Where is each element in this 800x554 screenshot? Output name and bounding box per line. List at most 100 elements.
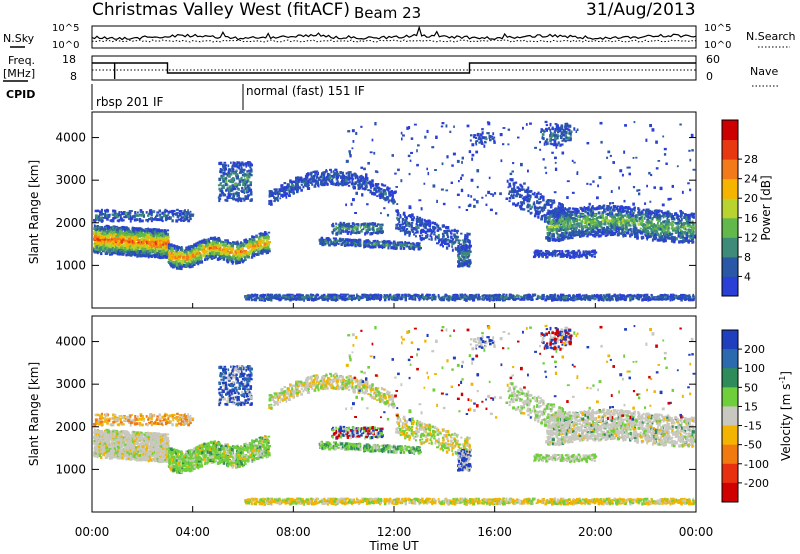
power-cell <box>233 161 236 165</box>
power-cell <box>119 230 123 234</box>
power-cell <box>250 163 253 167</box>
power-cell <box>386 196 389 198</box>
power-cell <box>425 222 429 225</box>
power-cell <box>324 181 327 185</box>
power-cell <box>200 260 204 264</box>
power-cell <box>457 265 460 268</box>
power-cell <box>241 179 244 182</box>
power-cell <box>107 226 110 230</box>
power-cell <box>116 241 120 245</box>
power-cell <box>178 212 182 217</box>
power-cell <box>224 251 228 255</box>
power-cell <box>139 209 143 212</box>
power-cell <box>201 246 204 250</box>
power-cell <box>137 228 140 232</box>
power-cell <box>319 175 322 179</box>
power-cell <box>253 240 256 244</box>
power-cell <box>187 245 191 249</box>
power-cell <box>181 260 185 263</box>
power-cell <box>189 253 192 256</box>
power-cell <box>415 226 418 229</box>
power-cell <box>247 161 249 164</box>
power-cell <box>147 214 150 217</box>
power-cell <box>220 240 223 244</box>
power-cell <box>241 260 244 264</box>
power-cell <box>399 243 403 247</box>
power-cell <box>175 245 179 248</box>
power-cell <box>165 244 169 247</box>
power-cell <box>224 167 227 171</box>
power-cell <box>447 242 450 245</box>
power-cell <box>426 228 429 232</box>
power-cell <box>138 213 142 216</box>
power-cell <box>461 246 464 249</box>
power-cell <box>106 252 109 255</box>
power-cell <box>263 248 266 252</box>
power-cell <box>231 179 234 183</box>
power-cell <box>145 211 148 214</box>
power-cell <box>425 234 428 237</box>
power-cell <box>116 251 120 254</box>
power-cell <box>155 240 159 243</box>
power-cell <box>512 202 515 206</box>
power-cell <box>157 231 160 234</box>
power-cell <box>219 241 222 244</box>
power-cell <box>314 184 316 187</box>
power-cell <box>95 245 98 249</box>
power-cell <box>215 240 218 243</box>
power-cell <box>220 190 223 194</box>
power-cell <box>212 242 215 246</box>
power-cell <box>105 235 109 239</box>
power-cell <box>97 236 100 239</box>
power-cell <box>328 243 331 247</box>
power-cell <box>123 239 127 242</box>
power-cell <box>225 177 227 180</box>
power-cell <box>309 181 312 184</box>
power-cell <box>105 242 109 246</box>
power-cell <box>350 232 352 236</box>
power-cell <box>165 232 168 236</box>
power-cell <box>352 185 355 189</box>
power-cell <box>529 195 532 199</box>
power-cell <box>175 219 179 223</box>
power-cell <box>254 249 257 252</box>
power-cell <box>340 238 343 242</box>
power-cell <box>222 243 225 247</box>
power-cell <box>458 255 460 259</box>
beam-label: Beam 23 <box>354 4 421 22</box>
power-cell <box>250 169 253 173</box>
power-cell <box>242 162 245 167</box>
power-cell <box>109 228 112 232</box>
power-cell <box>94 241 97 245</box>
power-cell <box>206 250 209 253</box>
power-cell <box>320 240 323 243</box>
power-cell <box>359 175 362 178</box>
power-cell <box>104 215 107 219</box>
power-cell <box>230 187 234 191</box>
power-cell <box>245 189 249 192</box>
power-cell <box>255 240 258 244</box>
power-cell <box>239 163 243 166</box>
power-cell <box>187 247 190 251</box>
power-cell <box>138 232 140 236</box>
power-cell <box>220 243 223 246</box>
power-cell <box>461 248 464 251</box>
power-cell <box>457 253 461 256</box>
power-cell <box>561 216 564 219</box>
power-cell <box>271 194 274 197</box>
power-cell <box>241 247 244 251</box>
power-cell <box>294 180 297 185</box>
power-cell <box>465 246 468 249</box>
power-cell <box>218 178 222 182</box>
power-cell <box>439 243 442 247</box>
power-cell <box>239 199 242 202</box>
power-cell <box>108 248 111 251</box>
power-cell <box>366 178 369 182</box>
power-cell <box>339 224 342 228</box>
power-cell <box>300 188 303 192</box>
power-cell <box>316 180 319 183</box>
power-cell <box>339 171 343 175</box>
power-cell <box>249 165 252 169</box>
power-cell <box>186 254 189 258</box>
power-cell <box>93 232 96 236</box>
